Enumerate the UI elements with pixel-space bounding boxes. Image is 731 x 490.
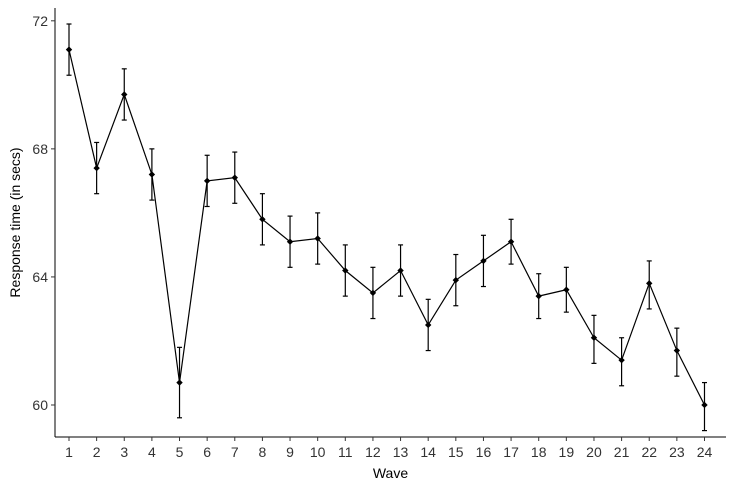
x-tick-label: 19: [559, 444, 575, 460]
data-point: [701, 401, 708, 409]
x-tick-label: 12: [365, 444, 381, 460]
x-tick-label: 5: [176, 444, 184, 460]
data-point: [507, 238, 515, 245]
data-point: [480, 257, 487, 265]
x-tick-label: 14: [420, 444, 436, 460]
x-tick-label: 6: [203, 444, 211, 460]
x-tick-label: 23: [669, 444, 685, 460]
x-tick-label: 24: [697, 444, 713, 460]
x-tick-label: 9: [286, 444, 294, 460]
data-point: [342, 267, 349, 274]
x-tick-label: 13: [393, 444, 409, 460]
data-point: [259, 216, 266, 223]
data-point: [646, 280, 653, 287]
data-point: [535, 292, 542, 300]
y-tick-label: 68: [32, 141, 48, 157]
data-point: [121, 91, 128, 98]
x-tick-label: 17: [503, 444, 519, 460]
x-tick-label: 2: [93, 444, 101, 460]
data-point: [65, 46, 73, 53]
x-tick-label: 8: [259, 444, 267, 460]
data-point: [369, 289, 377, 297]
y-tick-label: 64: [32, 269, 48, 285]
data-point: [590, 334, 598, 341]
x-tick-label: 18: [531, 444, 547, 460]
data-point: [286, 238, 294, 245]
data-point: [93, 164, 100, 172]
data-point: [231, 174, 238, 181]
x-tick-label: 10: [310, 444, 326, 460]
data-point: [673, 347, 681, 354]
x-tick-label: 7: [231, 444, 239, 460]
data-point: [563, 286, 570, 293]
data-point: [203, 177, 211, 185]
x-tick-label: 3: [120, 444, 128, 460]
x-tick-label: 15: [448, 444, 464, 460]
data-point: [176, 379, 183, 386]
data-point: [397, 267, 404, 274]
data-point: [618, 356, 625, 364]
x-tick-label: 20: [586, 444, 602, 460]
x-tick-label: 22: [641, 444, 657, 460]
x-axis-title: Wave: [373, 465, 408, 481]
x-tick-label: 21: [614, 444, 630, 460]
data-point: [148, 171, 156, 178]
y-tick-label: 60: [32, 397, 48, 413]
data-point: [314, 235, 321, 242]
data-point: [452, 276, 460, 284]
x-tick-label: 11: [338, 444, 353, 460]
series-line: [68, 49, 706, 406]
x-tick-label: 4: [148, 444, 156, 460]
x-tick-label: 1: [65, 444, 73, 460]
y-axis-title: Response time (in secs): [7, 147, 23, 297]
y-tick-label: 72: [32, 13, 48, 29]
data-point: [424, 321, 432, 329]
x-tick-label: 16: [476, 444, 492, 460]
